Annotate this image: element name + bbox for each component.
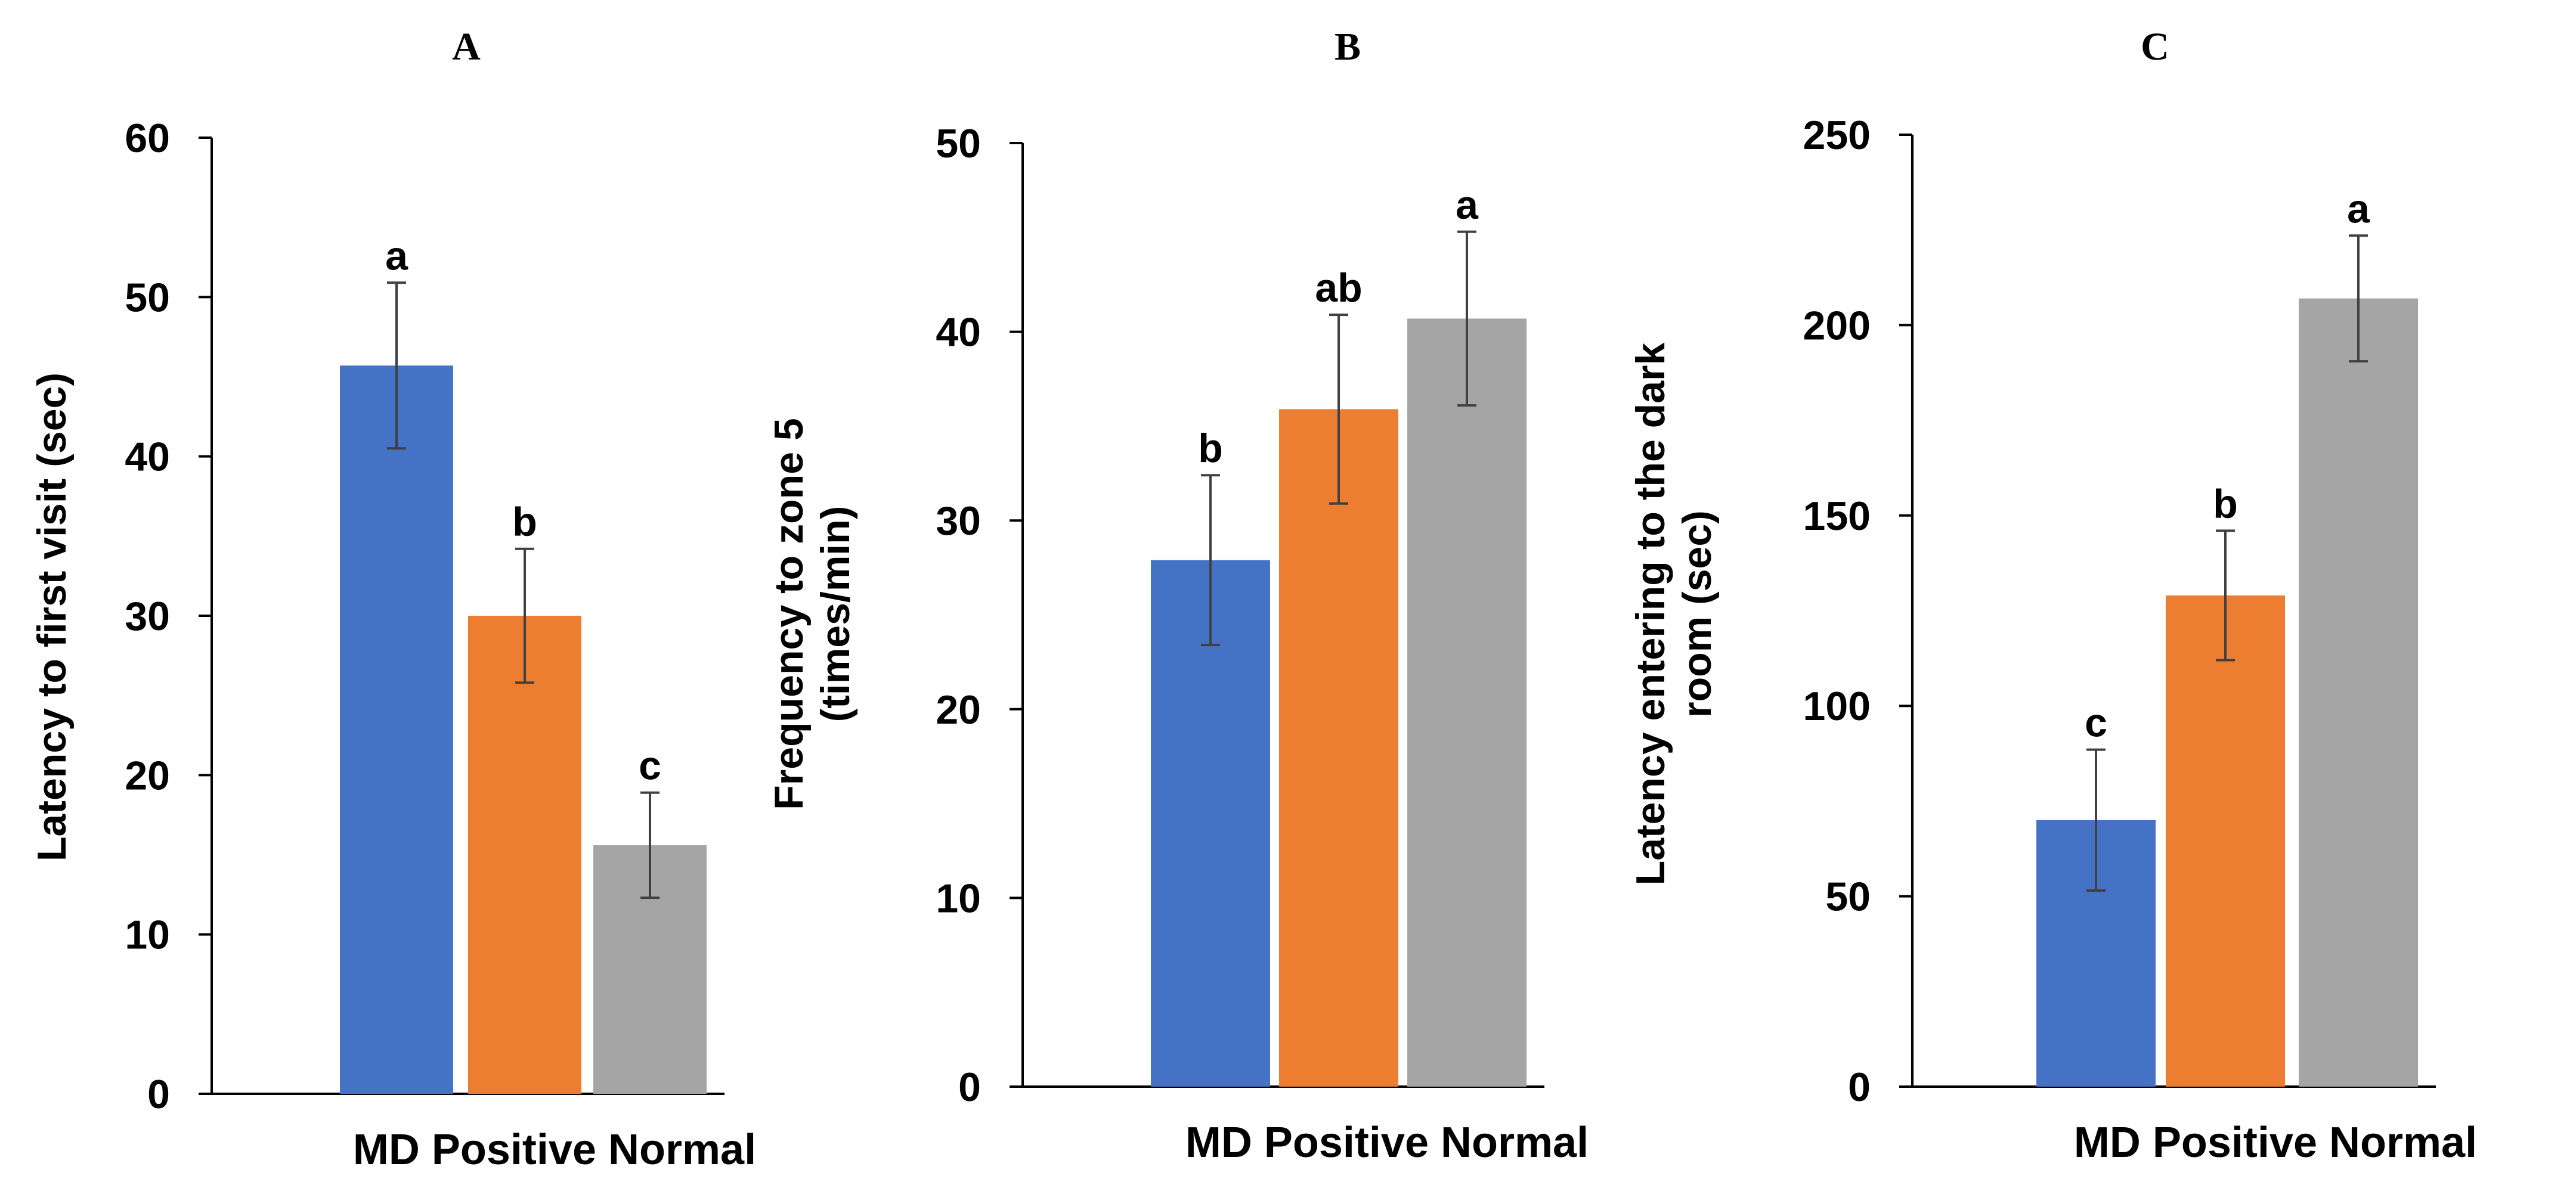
y-axis-label: Latency to first visit (sec): [29, 373, 75, 861]
bar-normal: [2299, 298, 2418, 1087]
significance-letter: c: [639, 743, 661, 789]
significance-letter: a: [385, 233, 408, 278]
y-axis-label: room (sec): [1674, 510, 1720, 718]
y-tick-label: 40: [125, 435, 170, 480]
panel-label: B: [1335, 25, 1361, 69]
significance-letter: a: [2347, 186, 2370, 231]
y-tick-label: 50: [125, 275, 170, 320]
significance-letter: ab: [1315, 265, 1362, 311]
x-axis-label: MD Positive Normal: [353, 1126, 756, 1174]
y-tick-label: 30: [936, 498, 981, 544]
y-tick-label: 30: [125, 594, 170, 639]
bar-md: [1151, 560, 1270, 1087]
y-tick-label: 200: [1803, 303, 1871, 348]
significance-letter: c: [2085, 700, 2107, 746]
y-tick-label: 50: [1825, 874, 1871, 920]
significance-letter: b: [2213, 481, 2238, 526]
bar-positive: [1279, 409, 1398, 1087]
bar-positive: [468, 616, 581, 1094]
y-axis-label: Latency entering to the dark: [1628, 343, 1673, 886]
y-tick-label: 150: [1803, 494, 1871, 539]
y-tick-label: 10: [125, 913, 170, 958]
significance-letter: b: [512, 500, 537, 545]
bar-md: [340, 365, 453, 1094]
significance-letter: b: [1198, 426, 1223, 471]
panel-label: A: [452, 25, 481, 69]
y-tick-label: 0: [1848, 1065, 1871, 1110]
bar-positive: [2166, 595, 2285, 1087]
y-tick-label: 20: [125, 753, 170, 798]
x-axis-label: MD Positive Normal: [2074, 1119, 2477, 1167]
y-tick-label: 0: [147, 1072, 170, 1117]
bar-normal: [1407, 318, 1527, 1087]
panel-label: C: [2141, 25, 2169, 69]
y-tick-label: 20: [936, 687, 981, 733]
y-tick-label: 250: [1803, 113, 1871, 158]
y-tick-label: 100: [1803, 684, 1871, 729]
significance-letter: a: [1456, 182, 1479, 228]
y-tick-label: 60: [125, 116, 170, 161]
y-tick-label: 10: [936, 876, 981, 921]
y-axis-label: Frequency to zone 5: [766, 418, 812, 809]
y-tick-label: 0: [958, 1065, 981, 1110]
y-axis-label: (times/min): [813, 506, 858, 722]
x-axis-label: MD Positive Normal: [1185, 1119, 1589, 1167]
y-tick-label: 40: [936, 310, 981, 355]
y-tick-label: 50: [936, 121, 981, 166]
